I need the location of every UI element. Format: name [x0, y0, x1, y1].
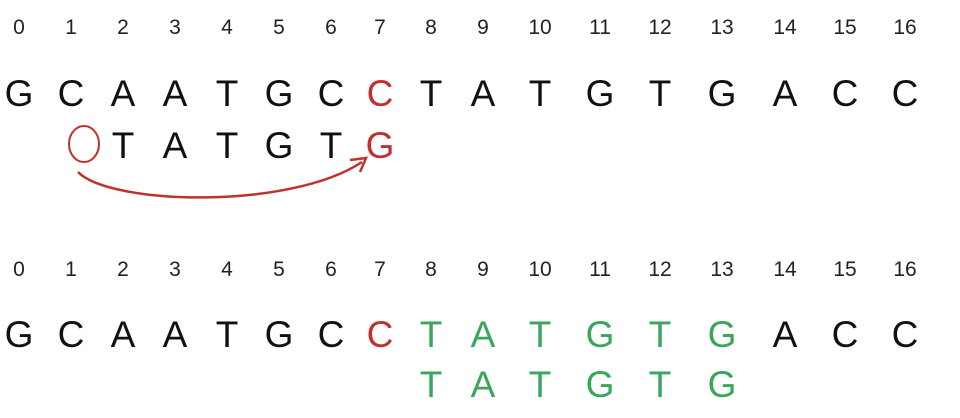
sequence-base: A	[772, 73, 798, 114]
sequence-base: G	[585, 73, 615, 114]
index-label: 16	[893, 258, 917, 281]
sequence-base: G	[264, 73, 294, 114]
sequence-base: C	[366, 73, 394, 114]
index-label: 9	[477, 258, 489, 281]
index-label: 8	[425, 16, 437, 39]
index-label: 6	[325, 16, 337, 39]
sequence-base: C	[891, 314, 919, 355]
pattern-base: T	[215, 125, 239, 166]
sequence-base: C	[831, 73, 859, 114]
arrow-head-icon	[349, 156, 369, 173]
sequence-base: T	[528, 73, 552, 114]
pattern-base: A	[470, 364, 496, 405]
sequence-base: C	[317, 73, 345, 114]
index-label: 4	[221, 258, 233, 281]
index-label: 10	[528, 258, 552, 281]
index-label: 7	[374, 258, 386, 281]
pattern-base: T	[528, 364, 552, 405]
index-label: 5	[273, 258, 285, 281]
index-label: 12	[648, 258, 672, 281]
index-label: 13	[710, 258, 734, 281]
index-label: 6	[325, 258, 337, 281]
index-label: 1	[65, 258, 77, 281]
index-label: 12	[648, 16, 672, 39]
index-label: 10	[528, 16, 552, 39]
index-label: 0	[13, 16, 25, 39]
index-label: 2	[117, 258, 129, 281]
sequence-base: C	[891, 73, 919, 114]
pattern-base: T	[648, 364, 672, 405]
sequence-base: A	[772, 314, 798, 355]
index-label: 11	[589, 16, 611, 39]
sequence-base: G	[264, 314, 294, 355]
sequence-base: C	[317, 314, 345, 355]
sequence-base: T	[419, 314, 443, 355]
empty-position-circle-icon	[68, 125, 100, 163]
sequence-base: T	[648, 314, 672, 355]
index-label: 5	[273, 16, 285, 39]
sequence-base: T	[528, 314, 552, 355]
sequence-base: A	[162, 314, 188, 355]
pattern-base: G	[264, 125, 294, 166]
index-label: 3	[169, 258, 181, 281]
shift-arrow-curve	[77, 160, 363, 199]
sequence-base: A	[162, 73, 188, 114]
sequence-base: T	[215, 314, 239, 355]
sequence-base: G	[585, 314, 615, 355]
sequence-base: A	[470, 73, 496, 114]
pattern-base: G	[585, 364, 615, 405]
sequence-base: C	[366, 314, 394, 355]
sequence-base: C	[831, 314, 859, 355]
pattern-base: T	[319, 125, 343, 166]
sequence-base: A	[110, 73, 136, 114]
sequence-base: T	[215, 73, 239, 114]
sequence-base: G	[4, 73, 34, 114]
pattern-base: A	[162, 125, 188, 166]
sequence-base: G	[4, 314, 34, 355]
index-label: 14	[773, 16, 797, 39]
index-label: 11	[589, 258, 611, 281]
index-label: 4	[221, 16, 233, 39]
index-label: 9	[477, 16, 489, 39]
sequence-base: T	[419, 73, 443, 114]
index-label: 2	[117, 16, 129, 39]
index-label: 0	[13, 258, 25, 281]
pattern-base: G	[707, 364, 737, 405]
index-label: 8	[425, 258, 437, 281]
sequence-base: G	[707, 73, 737, 114]
sequence-base: A	[470, 314, 496, 355]
index-label: 15	[833, 16, 857, 39]
sequence-base: C	[57, 314, 85, 355]
sequence-base: A	[110, 314, 136, 355]
pattern-base: G	[365, 125, 395, 166]
index-label: 15	[833, 258, 857, 281]
index-label: 7	[374, 16, 386, 39]
pattern-base: T	[419, 364, 443, 405]
sequence-base: T	[648, 73, 672, 114]
index-label: 1	[65, 16, 77, 39]
index-label: 16	[893, 16, 917, 39]
index-label: 13	[710, 16, 734, 39]
pattern-base: T	[111, 125, 135, 166]
index-label: 3	[169, 16, 181, 39]
sequence-base: G	[707, 314, 737, 355]
sequence-base: C	[57, 73, 85, 114]
index-label: 14	[773, 258, 797, 281]
